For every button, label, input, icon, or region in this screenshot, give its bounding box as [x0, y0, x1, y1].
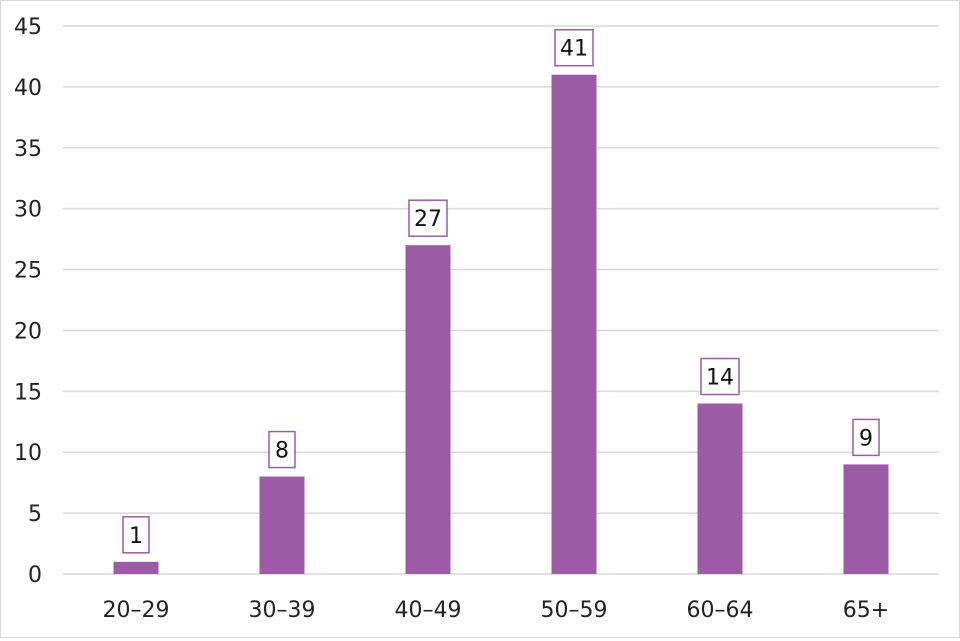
bar-60–64: [697, 403, 743, 574]
data-label: 27: [408, 199, 448, 237]
y-tick-label: 35: [14, 137, 42, 162]
y-tick-label: 15: [14, 380, 42, 405]
data-label-box: [268, 430, 296, 469]
x-axis-ticks: 20–29 30–39 40–49 50–59 60–64 65+: [103, 598, 890, 623]
y-axis-ticks: 0 5 10 15 20 25 30 35 40 45: [14, 15, 42, 588]
y-tick-label: 10: [14, 441, 42, 466]
data-labels: 1 8 27 41 14 9: [122, 28, 880, 554]
bar-30–39: [259, 476, 305, 574]
x-tick-label: 20–29: [103, 598, 170, 623]
x-tick-label: 65+: [843, 598, 889, 623]
data-label: 8: [268, 430, 296, 469]
data-label: 41: [554, 28, 594, 67]
data-label-text: 41: [560, 37, 588, 62]
data-label-box: [408, 199, 448, 237]
x-tick-label: 50–59: [541, 598, 608, 623]
bar-50–59: [551, 74, 597, 574]
data-label: 1: [122, 516, 150, 554]
data-label-text: 1: [129, 524, 143, 549]
data-label: 14: [700, 357, 740, 396]
y-tick-label: 40: [14, 76, 42, 101]
x-tick-label: 60–64: [687, 598, 754, 623]
data-label: 9: [852, 418, 880, 457]
data-label-text: 27: [414, 207, 442, 232]
data-label-box: [122, 516, 150, 554]
data-label-box: [852, 418, 880, 457]
y-tick-label: 0: [28, 563, 42, 588]
data-label-text: 8: [275, 439, 289, 464]
data-label-text: 14: [706, 366, 734, 391]
y-tick-label: 45: [14, 15, 42, 40]
bar-40–49: [405, 245, 451, 574]
data-label-box: [554, 28, 594, 67]
y-tick-label: 25: [14, 259, 42, 284]
x-tick-label: 30–39: [249, 598, 316, 623]
bars: [113, 74, 889, 574]
gridlines: [63, 25, 939, 575]
bar-65+: [843, 464, 889, 574]
x-tick-label: 40–49: [395, 598, 462, 623]
bar-20–29: [113, 561, 159, 574]
y-tick-label: 5: [28, 502, 42, 527]
data-label-box: [700, 357, 740, 396]
y-tick-label: 20: [14, 319, 42, 344]
data-label-text: 9: [859, 426, 873, 451]
y-tick-label: 30: [14, 198, 42, 223]
